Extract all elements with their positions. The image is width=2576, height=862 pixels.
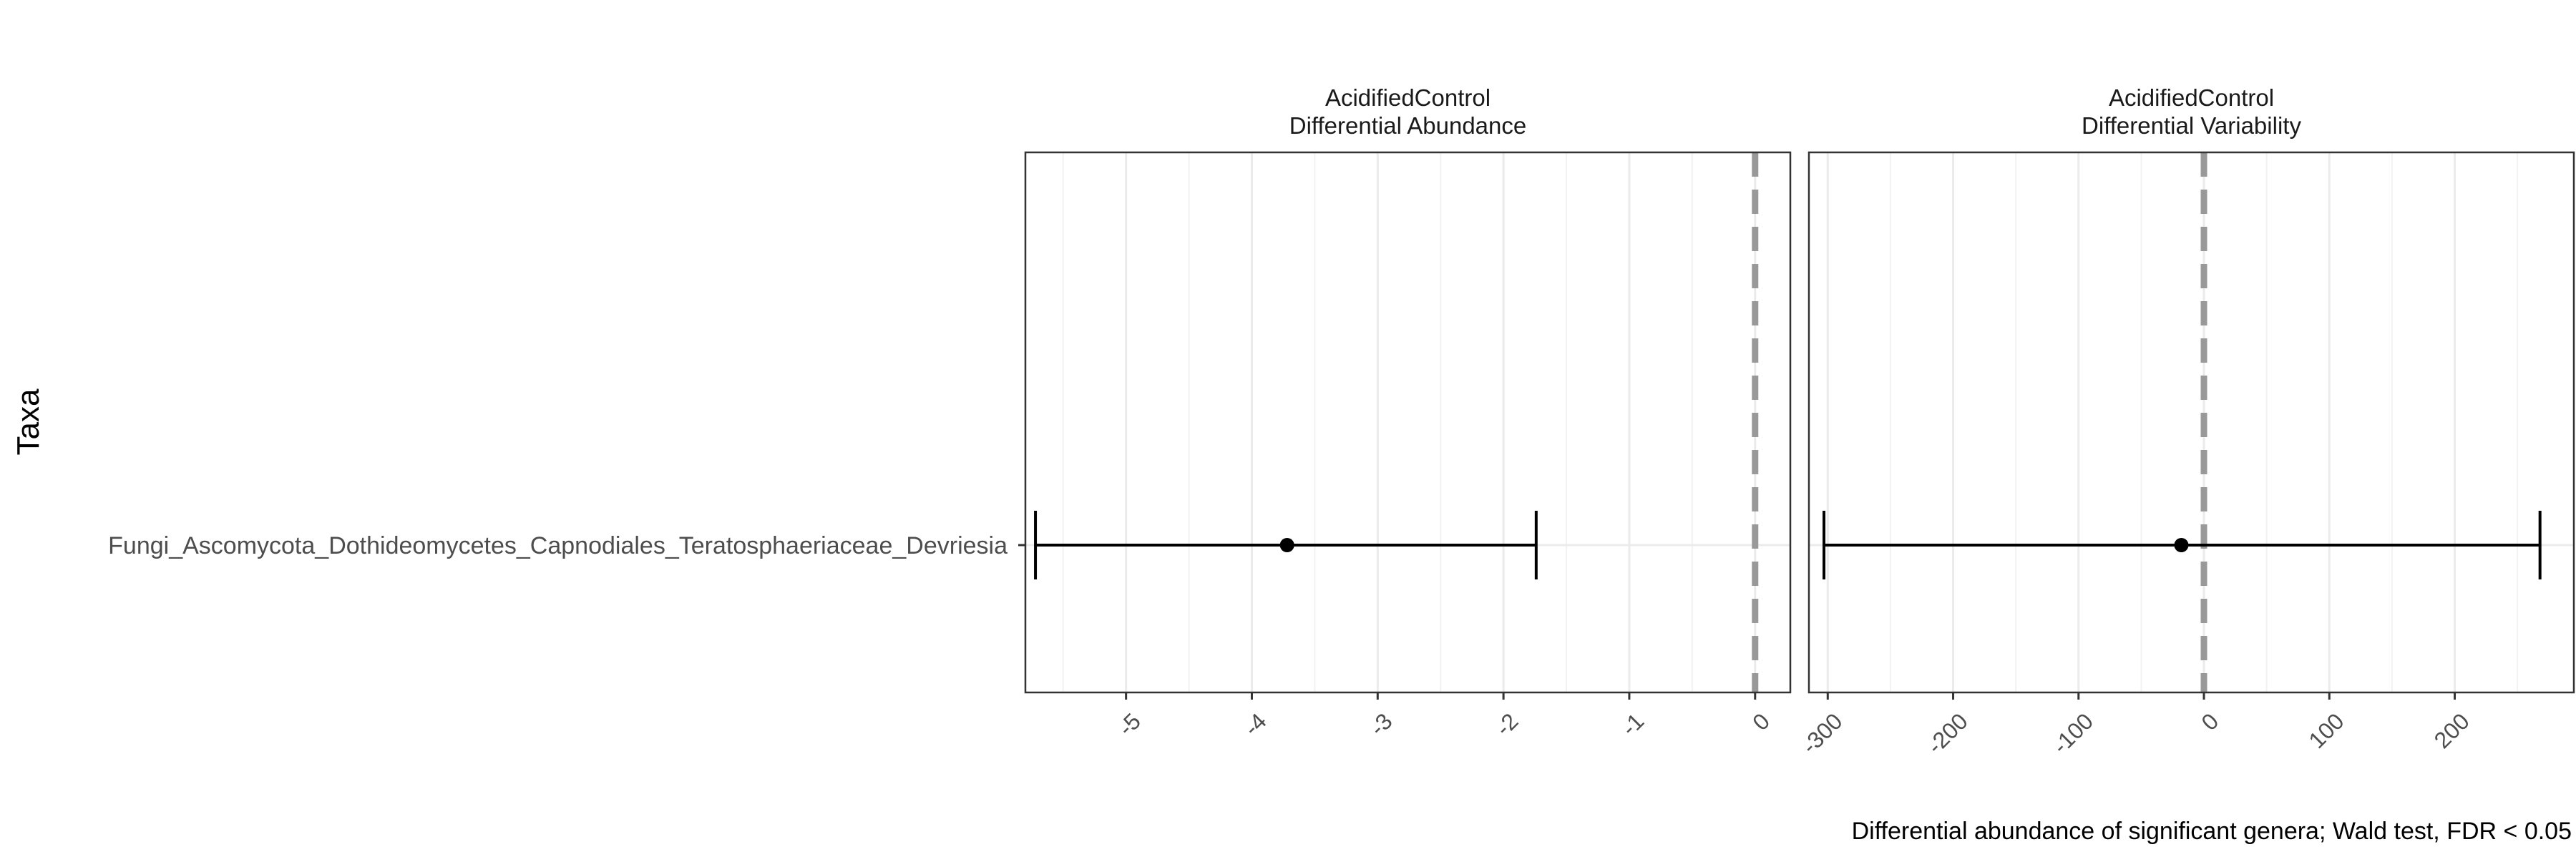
- x-axis-title: Differential abundance of significant ge…: [1852, 818, 2572, 845]
- panel-title-line1: AcidifiedControl: [1325, 84, 1491, 111]
- point-estimate: [1279, 538, 1294, 552]
- panel-title-line1: AcidifiedControl: [2109, 84, 2274, 111]
- category-label: Fungi_Ascomycota_Dothideomycetes_Capnodi…: [108, 532, 1008, 559]
- panel-2: -300 -200 -100 0 100 200AcidifiedControlDiffe…: [1797, 84, 2575, 759]
- panel-title-line2: Differential Variability: [2082, 112, 2301, 139]
- panel-1: -5 -4 -3 -2 -1 0AcidifiedControlDifferential …: [1018, 84, 1792, 740]
- panel-background: [1809, 152, 2574, 692]
- panel-background: [1025, 152, 1790, 692]
- panel-border: [1024, 151, 1792, 694]
- panel-border: [1807, 151, 2575, 694]
- y-axis-title: Taxa: [11, 388, 46, 455]
- panels-group: -5 -4 -3 -2 -1 0AcidifiedControlDifferential …: [1018, 84, 2575, 759]
- panel-title-line2: Differential Abundance: [1289, 112, 1526, 139]
- point-estimate: [2174, 538, 2189, 552]
